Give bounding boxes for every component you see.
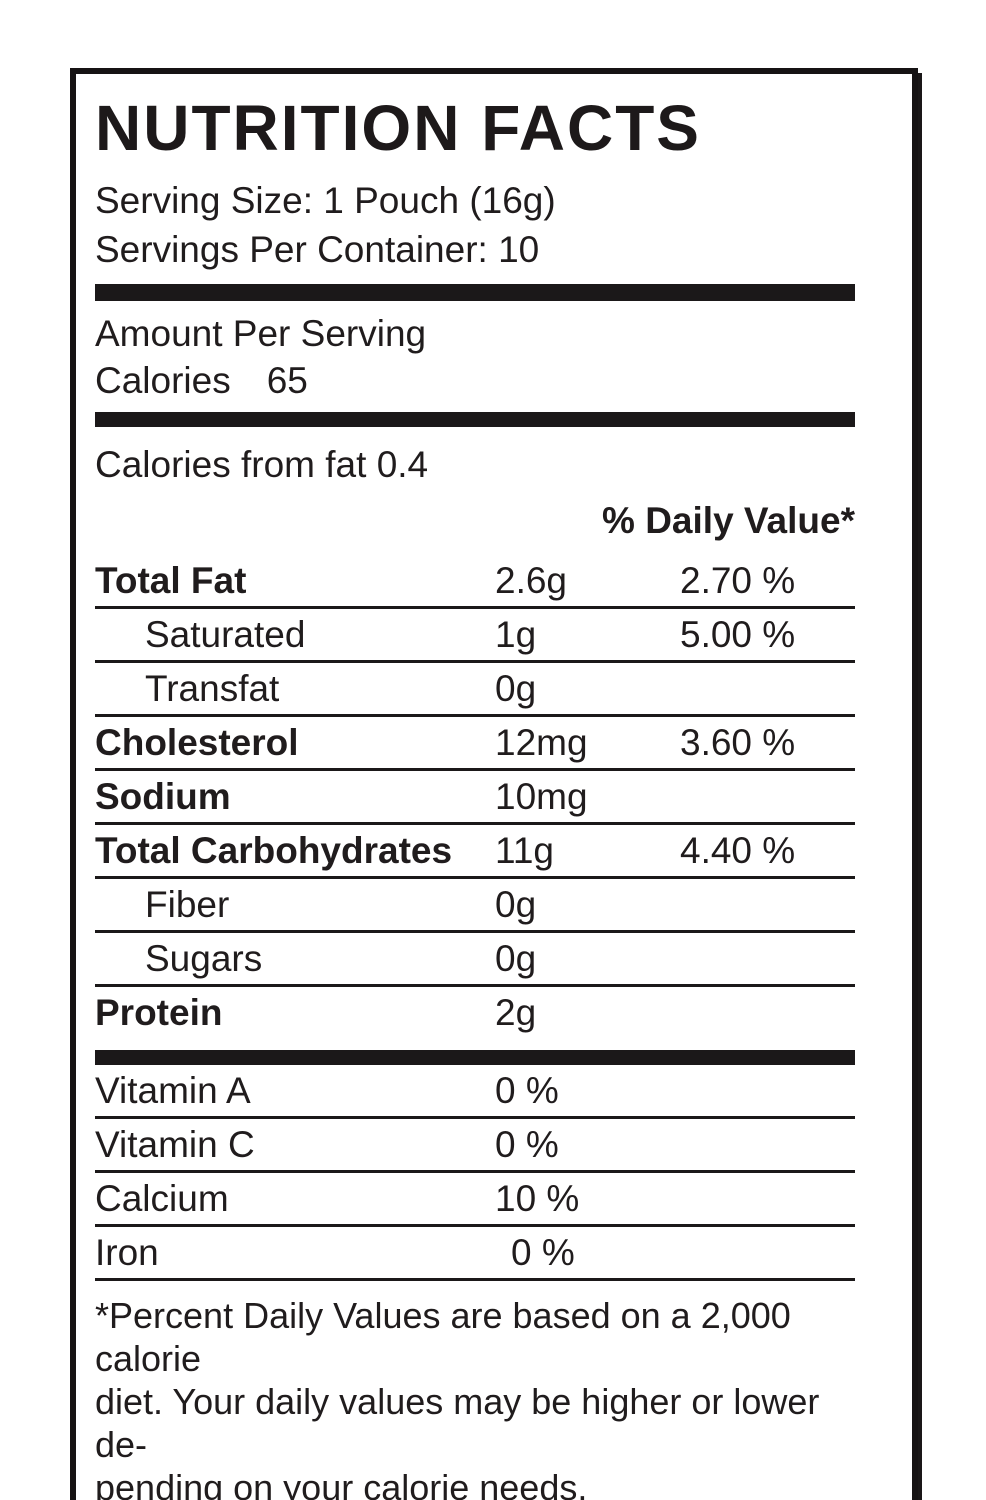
- nutrient-table: Total Fat 2.6g 2.70 % Saturated 1g 5.00 …: [95, 555, 855, 1036]
- nutrient-name: Saturated: [145, 614, 306, 655]
- calories-label: Calories: [95, 360, 231, 401]
- vitamin-value: 0 %: [495, 1070, 559, 1111]
- thick-separator-top: [95, 284, 855, 301]
- vitamin-name: Vitamin A: [95, 1070, 251, 1111]
- nutrient-row-saturated: Saturated 1g 5.00 %: [95, 609, 855, 663]
- vitamin-table: Vitamin A 0 % Vitamin C 0 % Calcium 10 %…: [95, 1065, 855, 1281]
- nutrient-amount: 10mg: [495, 776, 588, 817]
- nutrient-amount: 1g: [495, 614, 537, 655]
- nutrient-name: Fiber: [145, 884, 230, 925]
- vitamin-row-calcium: Calcium 10 %: [95, 1173, 855, 1227]
- nutrient-row-sodium: Sodium 10mg: [95, 771, 855, 825]
- nutrient-amount: 12mg: [495, 722, 588, 763]
- nutrient-amount: 2g: [495, 992, 537, 1033]
- nutrient-name: Cholesterol: [95, 722, 299, 763]
- vitamin-value: 10 %: [495, 1178, 580, 1219]
- nutrient-name: Total Fat: [95, 560, 247, 601]
- label-title: NUTRITION FACTS: [95, 92, 701, 164]
- nutrient-name: Sodium: [95, 776, 231, 817]
- footnote-line: *Percent Daily Values are based on a 2,0…: [95, 1295, 791, 1379]
- servings-per-container-line: Servings Per Container: 10: [95, 229, 540, 270]
- thick-separator-vitamins: [95, 1050, 855, 1065]
- nutrient-amount: 0g: [495, 938, 537, 979]
- vitamin-name: Calcium: [95, 1178, 229, 1219]
- vitamin-row-vitamin-a: Vitamin A 0 %: [95, 1065, 855, 1119]
- vitamin-name: Vitamin C: [95, 1124, 255, 1165]
- nutrient-amount: 2.6g: [495, 560, 568, 601]
- footnote-line: diet. Your daily values may be higher or…: [95, 1381, 820, 1465]
- nutrient-row-protein: Protein 2g: [95, 987, 855, 1036]
- daily-value-header: % Daily Value*: [602, 500, 855, 541]
- nutrient-percent: 2.70 %: [680, 560, 796, 601]
- vitamin-row-vitamin-c: Vitamin C 0 %: [95, 1119, 855, 1173]
- calories-value: 65: [266, 360, 308, 401]
- vitamin-row-iron: Iron 0 %: [95, 1227, 855, 1281]
- nutrient-name: Total Carbohydrates: [95, 830, 453, 871]
- nutrient-percent: 5.00 %: [680, 614, 796, 655]
- daily-value-footnote: *Percent Daily Values are based on a 2,0…: [95, 1294, 855, 1500]
- vitamin-value: 0 %: [511, 1232, 575, 1273]
- nutrient-percent: 3.60 %: [680, 722, 796, 763]
- nutrient-row-total-carbohydrates: Total Carbohydrates 11g 4.40 %: [95, 825, 855, 879]
- nutrient-amount: 11g: [495, 830, 554, 871]
- serving-size-line: Serving Size: 1 Pouch (16g): [95, 180, 556, 221]
- nutrient-row-sugars: Sugars 0g: [95, 933, 855, 987]
- calories-from-fat-line: Calories from fat 0.4: [95, 444, 429, 485]
- nutrient-row-cholesterol: Cholesterol 12mg 3.60 %: [95, 717, 855, 771]
- nutrient-row-total-fat: Total Fat 2.6g 2.70 %: [95, 555, 855, 609]
- nutrition-label: NUTRITION FACTS Serving Size: 1 Pouch (1…: [70, 68, 918, 1500]
- nutrient-name: Protein: [95, 992, 223, 1033]
- nutrient-row-fiber: Fiber 0g: [95, 879, 855, 933]
- amount-per-serving-heading: Amount Per Serving: [95, 313, 427, 354]
- nutrient-percent: 4.40 %: [680, 830, 796, 871]
- thick-separator-calories: [95, 412, 855, 427]
- calories-row: Calories 65: [95, 357, 855, 404]
- nutrient-amount: 0g: [495, 668, 537, 709]
- footnote-line: pending on your calorie needs.: [95, 1467, 588, 1500]
- vitamin-name: Iron: [95, 1232, 159, 1273]
- nutrient-amount: 0g: [495, 884, 537, 925]
- nutrient-name: Transfat: [145, 668, 280, 709]
- vitamin-value: 0 %: [495, 1124, 559, 1165]
- nutrient-name: Sugars: [145, 938, 263, 979]
- nutrient-row-transfat: Transfat 0g: [95, 663, 855, 717]
